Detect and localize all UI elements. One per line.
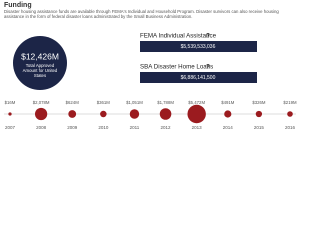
help-icon[interactable]: ?	[206, 33, 210, 40]
timeline-year: 2009	[67, 125, 78, 130]
timeline-year: 2010	[98, 125, 109, 130]
timeline-amount: $491M	[221, 100, 235, 105]
summary-label: Total Approved Amount for United States	[22, 63, 58, 78]
funding-panel: Funding Disaster housing assistance fund…	[4, 2, 297, 130]
summary-circle	[13, 36, 67, 90]
timeline-year: 2011	[130, 125, 140, 130]
help-icon[interactable]: ?	[206, 64, 210, 71]
program-amount: $5,539,533,036	[181, 44, 216, 50]
timeline-bubble[interactable]	[159, 108, 172, 120]
timeline-amount: $219M	[283, 100, 297, 105]
timeline-year: 2016	[285, 125, 296, 130]
timeline-amount: $5,472M	[188, 100, 205, 105]
timeline-amount: $624M	[66, 100, 80, 105]
program-bar	[140, 72, 257, 83]
timeline-bubble[interactable]	[255, 110, 263, 118]
timeline-bubble[interactable]	[34, 107, 48, 121]
timeline-year: 2008	[36, 125, 47, 130]
timeline-year: 2007	[5, 125, 16, 130]
timeline-year: 2013	[192, 125, 203, 130]
description-box: Disaster housing assistance funds are av…	[4, 9, 279, 20]
timeline-bubble[interactable]	[287, 111, 293, 117]
page: Funding Disaster housing assistance fund…	[4, 1, 297, 131]
timeline-bubble[interactable]	[187, 104, 206, 124]
timeline-amount: $2,078M	[33, 100, 50, 105]
timeline-bubble[interactable]	[8, 112, 12, 116]
program-amount: $6,886,141,500	[181, 75, 216, 81]
timeline-bubble[interactable]	[129, 109, 140, 119]
description: Disaster housing assistance funds are av…	[4, 9, 279, 20]
timeline: $16M 2007 $2,078M 2008 $624M 2009 $361M 2010 $1,…	[5, 100, 297, 130]
timeline-bubble[interactable]	[68, 110, 77, 118]
programs: FEMA Individual Assistance? $5,539,533,03…	[140, 33, 257, 83]
timeline-amount: $1,051M	[126, 100, 143, 105]
timeline-year: 2012	[161, 125, 172, 130]
timeline-year: 2015	[254, 125, 265, 130]
title: Funding	[4, 2, 32, 9]
timeline-bubble[interactable]	[224, 110, 232, 118]
timeline-bubble[interactable]	[100, 110, 107, 118]
timeline-amount: $16M	[5, 100, 16, 105]
timeline-amount: $1,788M	[157, 100, 174, 105]
timeline-year: 2014	[223, 125, 234, 130]
timeline-amount: $361M	[97, 100, 111, 105]
timeline-amount: $326M	[252, 100, 266, 105]
program-name: FEMA Individual Assistance	[140, 33, 217, 40]
summary-label-box: Total Approved Amount for United States	[22, 63, 58, 78]
summary-amount: $12,426M	[21, 51, 59, 61]
program-bar	[140, 41, 257, 52]
program-name: SBA Disaster Home Loans	[140, 64, 213, 71]
